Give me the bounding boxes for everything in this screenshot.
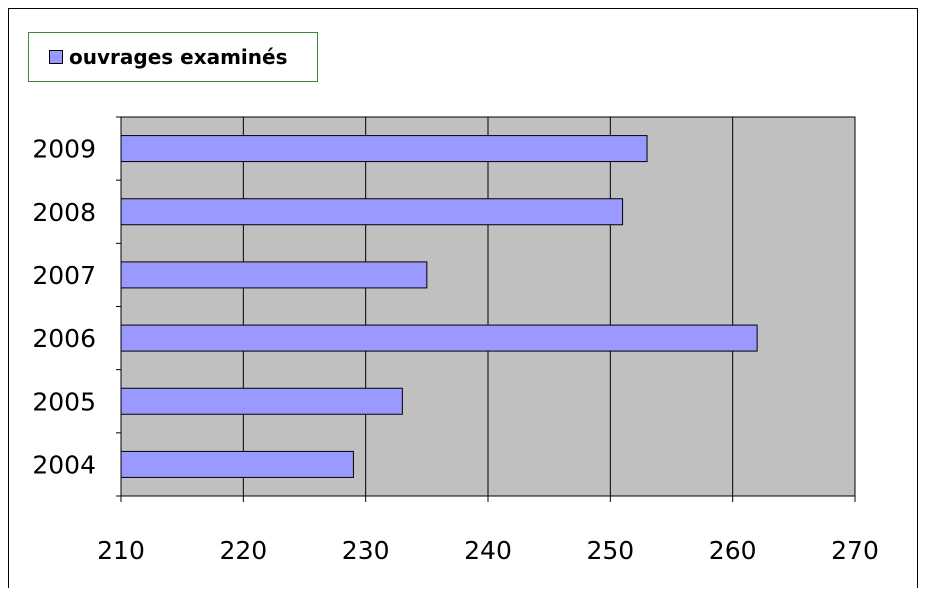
x-tick-label-270: 270 bbox=[831, 536, 879, 565]
y-tick-label-2005: 2005 bbox=[32, 387, 96, 416]
legend-swatch bbox=[49, 50, 63, 64]
y-tick-label-2007: 2007 bbox=[32, 261, 96, 290]
y-tick-label-2009: 2009 bbox=[32, 135, 96, 164]
y-tick-label-2008: 2008 bbox=[32, 198, 96, 227]
x-tick-label-210: 210 bbox=[97, 536, 145, 565]
legend: ouvrages examinés bbox=[28, 32, 318, 82]
y-tick-label-2004: 2004 bbox=[32, 450, 96, 479]
bar-2007 bbox=[120, 261, 428, 289]
y-tick-label-2006: 2006 bbox=[32, 324, 96, 353]
bars bbox=[120, 135, 758, 478]
x-tick-label-250: 250 bbox=[586, 536, 634, 565]
x-tick-label-260: 260 bbox=[709, 536, 757, 565]
bar-2006 bbox=[120, 324, 758, 352]
bar-2009 bbox=[120, 135, 648, 163]
x-tick-label-220: 220 bbox=[219, 536, 267, 565]
gridlines bbox=[242, 117, 734, 496]
x-tick-label-230: 230 bbox=[342, 536, 390, 565]
bar-2008 bbox=[120, 198, 624, 226]
axes bbox=[116, 116, 856, 502]
y-tick-labels: 2004 2005 2006 2007 2008 2009 bbox=[32, 135, 96, 480]
x-tick-label-240: 240 bbox=[464, 536, 512, 565]
bar-2004 bbox=[120, 450, 354, 478]
x-tick-labels: 210 220 230 240 250 260 270 bbox=[97, 536, 879, 565]
legend-label: ouvrages examinés bbox=[69, 45, 288, 69]
bar-2005 bbox=[120, 387, 403, 415]
